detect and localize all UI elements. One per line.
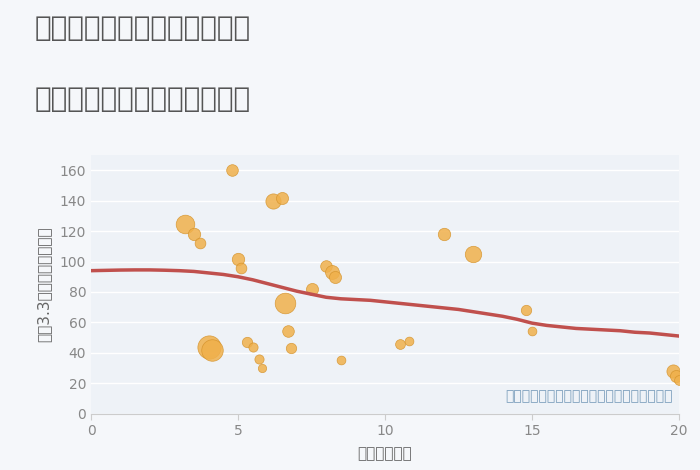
Point (279, 299, 290, 306)
Point (306, 285, 317, 293)
Point (526, 328, 538, 335)
Point (468, 250, 479, 258)
Point (521, 306, 532, 314)
Point (267, 197, 279, 204)
Point (438, 230, 449, 238)
Point (286, 345, 297, 352)
Point (403, 337, 414, 345)
Point (276, 194, 288, 202)
Point (241, 338, 253, 346)
Point (282, 328, 293, 335)
Point (673, 376, 685, 384)
X-axis label: 駅距離（分）: 駅距離（分） (358, 446, 412, 462)
Text: 円の大きさは、取引のあった物件面積を示す: 円の大きさは、取引のあった物件面積を示す (505, 389, 673, 403)
Point (326, 268, 337, 276)
Point (671, 372, 682, 379)
Point (256, 364, 267, 372)
Point (235, 264, 246, 271)
Text: 駅距離別中古マンション価格: 駅距離別中古マンション価格 (35, 85, 251, 113)
Point (253, 355, 264, 363)
Point (330, 273, 341, 281)
Point (394, 340, 405, 347)
Point (335, 357, 346, 364)
Text: 奈良県奈良市田原春日野町の: 奈良県奈良市田原春日野町の (35, 14, 251, 42)
Point (206, 346, 217, 353)
Y-axis label: 坪（3.3㎡）単価（万円）: 坪（3.3㎡）単価（万円） (36, 227, 51, 342)
Point (203, 343, 214, 351)
Point (227, 166, 238, 174)
Point (194, 240, 205, 247)
Point (179, 220, 190, 227)
Point (247, 343, 258, 351)
Point (668, 367, 679, 375)
Point (188, 230, 199, 238)
Point (321, 262, 332, 270)
Point (232, 255, 244, 262)
